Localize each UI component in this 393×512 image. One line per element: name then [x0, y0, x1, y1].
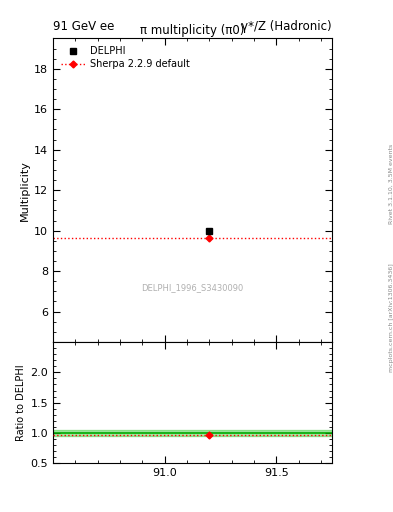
Text: Rivet 3.1.10, 3.5M events: Rivet 3.1.10, 3.5M events: [389, 144, 393, 224]
Legend: DELPHI, Sherpa 2.2.9 default: DELPHI, Sherpa 2.2.9 default: [58, 43, 193, 72]
Title: π multiplicity (π0): π multiplicity (π0): [140, 24, 245, 37]
Text: mcplots.cern.ch [arXiv:1306.3436]: mcplots.cern.ch [arXiv:1306.3436]: [389, 263, 393, 372]
Text: 91 GeV ee: 91 GeV ee: [53, 20, 114, 33]
Bar: [53, 430, 332, 436]
Y-axis label: Ratio to DELPHI: Ratio to DELPHI: [16, 365, 26, 441]
Text: γ*/Z (Hadronic): γ*/Z (Hadronic): [241, 20, 332, 33]
Text: DELPHI_1996_S3430090: DELPHI_1996_S3430090: [141, 283, 244, 292]
Y-axis label: Multiplicity: Multiplicity: [20, 160, 30, 221]
